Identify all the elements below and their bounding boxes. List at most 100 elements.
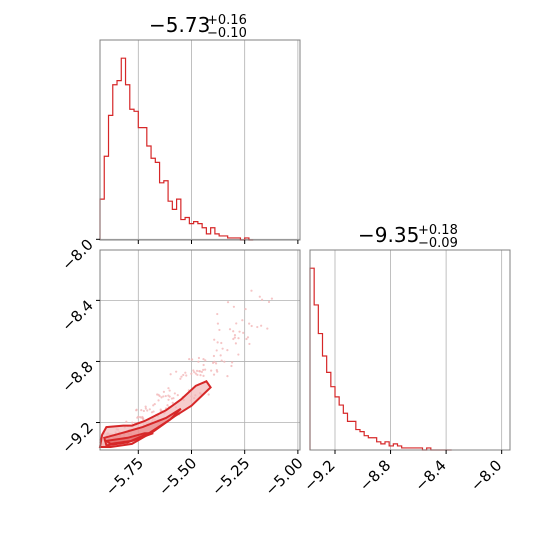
scatter-frame [99,249,301,451]
scatter-point [197,360,200,363]
scatter-point [167,394,170,397]
scatter-point [197,356,201,360]
scatter-point [198,370,202,373]
scatter-ytick-label: −8.0 [58,235,96,273]
scatter-point [184,371,187,374]
right-hist-xtick-label: −8.0 [467,456,505,494]
scatter-point [202,357,205,361]
scatter-point [188,357,191,361]
scatter-point [258,295,261,298]
axes-frames [96,39,511,454]
scatter-point [158,394,161,398]
scatter-point [193,371,196,374]
scatter-point [192,369,195,372]
scatter-point [230,364,233,368]
scatter-point [141,417,144,420]
scatter-point [226,375,229,378]
scatter-point [244,307,247,311]
scatter-point [219,354,222,357]
scatter-points [98,289,274,448]
scatter-point [190,372,193,375]
scatter-point [237,353,240,356]
scatter-point [204,368,207,371]
scatter-point [146,409,149,412]
scatter-point [153,402,156,406]
scatter-point [223,360,226,363]
scatter-point [228,328,232,331]
scatter-point [148,408,151,411]
scatter-point [220,359,223,362]
scatter-point [260,324,263,327]
scatter-point [170,397,173,400]
scatter-point [180,375,183,378]
top-hist-frame [99,39,301,241]
scatter-point [215,349,218,352]
scatter-point [233,336,236,339]
scatter-point [191,358,194,361]
scatter-point [144,405,147,408]
scatter-point [216,370,219,373]
scatter-ytick-label: −8.8 [58,358,96,396]
scatter-point [216,341,219,344]
scatter-point [226,301,230,304]
scatter-point [162,395,165,398]
right-hist-title-value: −9.35 [358,223,419,247]
scatter-point [150,411,154,414]
scatter-point [166,404,169,407]
right-hist-steps [309,267,452,451]
right-hist-xtick-label: −8.8 [356,456,394,494]
scatter-point [179,377,182,380]
scatter-point [142,409,145,413]
top-hist-title-value: −5.73 [149,13,210,37]
tick-labels: −9.2 −8.8 −8.4 −8.0 −5.75 −5.50 −5.25 −5.00 −8.0… [58,235,505,499]
scatter-point [256,325,259,329]
scatter-point [241,319,244,322]
scatter-point [204,359,207,362]
right-hist-xtick-label: −9.2 [300,456,338,494]
scatter-point [156,393,159,396]
scatter-point [196,373,199,376]
scatter-point [233,334,237,337]
scatter-point [248,342,251,346]
scatter-point [176,393,179,397]
scatter-point [207,393,210,396]
scatter-point [220,341,223,345]
scatter-point [200,370,204,374]
scatter-xtick-label: −5.00 [261,454,306,499]
scatter-point [138,416,142,419]
scatter-point [152,404,155,407]
scatter-point [162,390,166,393]
scatter-xtick-label: −5.50 [155,454,200,499]
scatter-point [157,399,160,402]
scatter-point [202,374,205,378]
scatter-point [245,337,248,341]
scatter-point [216,312,219,316]
scatter-point [242,331,245,334]
scatter-point [168,389,171,392]
scatter-point [202,368,205,372]
scatter-point [234,342,237,345]
scatter-point [230,361,234,364]
gridlines [100,40,503,450]
scatter-point [212,373,216,376]
scatter-point [137,415,140,418]
scatter-point [232,337,235,341]
scatter-point [167,387,170,390]
scatter-point [260,298,264,301]
scatter-point [232,305,235,308]
scatter-point [135,409,138,412]
scatter-point [250,289,253,292]
scatter-point [173,392,176,395]
contour-inner [103,432,154,445]
scatter-point [218,328,221,332]
scatter-point [185,374,188,377]
scatter-point [232,330,235,333]
scatter-point [210,369,213,372]
right-hist-title-plus: +0.18 [418,223,458,238]
scatter-point [213,338,216,341]
scatter-point [167,398,170,401]
scatter-point [267,300,271,304]
scatter-point [237,337,240,340]
scatter-point [250,324,253,328]
scatter-point [140,409,143,412]
